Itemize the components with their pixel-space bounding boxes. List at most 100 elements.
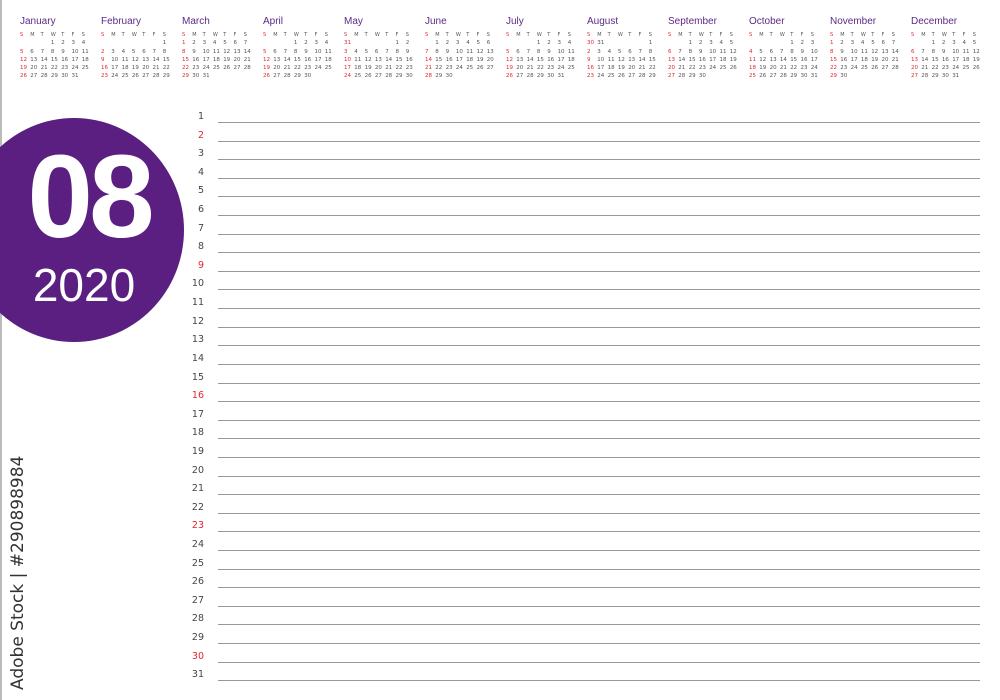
day-row[interactable]: 12 (190, 315, 980, 334)
day-row[interactable]: 19 (190, 445, 980, 464)
mini-calendar-day: 22 (182, 65, 189, 72)
day-row[interactable]: 30 (190, 650, 980, 669)
mini-calendar-day: 21 (921, 65, 929, 72)
mini-calendar-day: 25 (962, 65, 970, 72)
mini-calendar-day: 14 (425, 56, 432, 63)
mini-calendar-day (506, 40, 516, 48)
mini-calendar-day: 6 (233, 40, 237, 47)
day-row[interactable]: 5 (190, 184, 980, 203)
mini-calendar-day: 3 (111, 48, 115, 55)
mini-calendar-day: 23 (61, 65, 69, 72)
mini-calendar-day: 4 (749, 48, 753, 55)
day-row[interactable]: 9 (190, 259, 980, 278)
day-row[interactable]: 26 (190, 575, 980, 594)
mini-calendar-day: 9 (101, 56, 105, 63)
day-row[interactable]: 15 (190, 371, 980, 390)
mini-calendar-day: 29 (162, 73, 170, 80)
day-row[interactable]: 1 (190, 110, 980, 129)
day-row[interactable]: 28 (190, 612, 980, 631)
weekday-header: W (698, 32, 704, 38)
mini-calendar-day: 14 (385, 56, 393, 63)
mini-calendar-day: 23 (800, 65, 808, 72)
mini-calendar-day (678, 40, 688, 48)
day-row[interactable]: 20 (190, 464, 980, 483)
weekday-header: W (293, 32, 299, 38)
day-row[interactable]: 7 (190, 222, 980, 241)
mini-calendar-day: 12 (364, 56, 372, 63)
mini-calendar-day: 21 (425, 65, 432, 72)
mini-calendar-day: 5 (20, 48, 24, 55)
mini-calendar-day: 28 (891, 65, 899, 72)
mini-calendar-day: 13 (233, 48, 241, 55)
mini-calendar-day: 27 (374, 73, 382, 80)
mini-calendar-day: 25 (860, 65, 868, 72)
day-row[interactable]: 10 (190, 277, 980, 296)
day-row[interactable]: 21 (190, 482, 980, 501)
writing-line (218, 382, 980, 384)
day-row[interactable]: 25 (190, 557, 980, 576)
day-row[interactable]: 27 (190, 594, 980, 613)
day-row[interactable]: 22 (190, 501, 980, 520)
weekday-header: W (50, 32, 56, 38)
weekday-header: S (587, 32, 591, 38)
day-number: 9 (197, 259, 204, 271)
mini-calendar-day: 22 (648, 65, 656, 72)
day-row[interactable]: 3 (190, 147, 980, 166)
day-row[interactable]: 6 (190, 203, 980, 222)
mini-calendar-day: 15 (688, 56, 696, 63)
mini-calendar-day: 23 (698, 65, 706, 72)
mini-calendar-day (456, 73, 466, 81)
mini-calendar-title: October (749, 16, 785, 27)
day-row[interactable]: 29 (190, 631, 980, 650)
mini-calendar-day: 14 (779, 56, 787, 63)
mini-calendar-day: 31 (344, 40, 351, 47)
day-row[interactable]: 16 (190, 389, 980, 408)
mini-calendar-day: 14 (678, 56, 686, 63)
mini-calendar-day: 29 (931, 73, 939, 80)
mini-calendar-day: 24 (709, 65, 717, 72)
day-row[interactable]: 23 (190, 519, 980, 538)
mini-calendar-day: 16 (587, 65, 594, 72)
day-row[interactable]: 24 (190, 538, 980, 557)
mini-calendar-day: 30 (840, 73, 848, 80)
mini-calendar-day: 19 (759, 65, 767, 72)
day-row[interactable]: 11 (190, 296, 980, 315)
mini-calendar-day (780, 40, 790, 48)
mini-calendar-day: 23 (547, 65, 555, 72)
weekday-header: S (101, 32, 105, 38)
mini-calendar-day: 6 (486, 40, 491, 47)
day-row[interactable]: 31 (190, 668, 980, 687)
weekday-header: F (638, 32, 642, 38)
day-row[interactable]: 14 (190, 352, 980, 371)
mini-calendar-july: July S M T W T F S 1 2 3 4 5 6 7 8 9 10 11 12 13 14 15 16 17 18 19… (506, 16, 584, 82)
day-row[interactable]: 8 (190, 240, 980, 259)
weekday-header: M (435, 32, 440, 38)
day-row[interactable]: 13 (190, 333, 980, 352)
day-number: 29 (191, 632, 204, 644)
mini-calendar-february: February S M T W T F S 1 2 3 4 5 6 7 8 9 10 11 12 13 14 15 16 17… (101, 16, 179, 82)
mini-calendar-day: 1 (293, 40, 298, 47)
day-row[interactable]: 2 (190, 129, 980, 148)
day-row[interactable]: 17 (190, 408, 980, 427)
mini-calendar-day: 28 (526, 73, 534, 80)
day-row[interactable]: 4 (190, 166, 980, 185)
day-number: 3 (197, 148, 204, 160)
mini-calendar-day: 8 (830, 48, 834, 55)
mini-calendar-day: 28 (921, 73, 929, 80)
mini-calendar-day: 28 (40, 73, 48, 80)
mini-calendar-day: 16 (547, 56, 555, 63)
mini-calendar-day (476, 73, 486, 81)
day-row[interactable]: 18 (190, 426, 980, 445)
mini-calendar-day: 22 (536, 65, 544, 72)
weekday-header: T (688, 32, 692, 38)
mini-calendar-day (82, 73, 92, 81)
mini-calendar-day (608, 40, 618, 48)
mini-calendar-day: 13 (374, 56, 382, 63)
mini-calendar-day: 10 (709, 48, 717, 55)
weekday-header: S (891, 32, 895, 38)
day-number: 6 (197, 204, 204, 216)
mini-calendar-day: 8 (435, 48, 439, 55)
day-number: 28 (191, 613, 204, 625)
mini-calendar-day: 4 (567, 40, 572, 47)
mini-calendar-day: 6 (273, 48, 277, 55)
